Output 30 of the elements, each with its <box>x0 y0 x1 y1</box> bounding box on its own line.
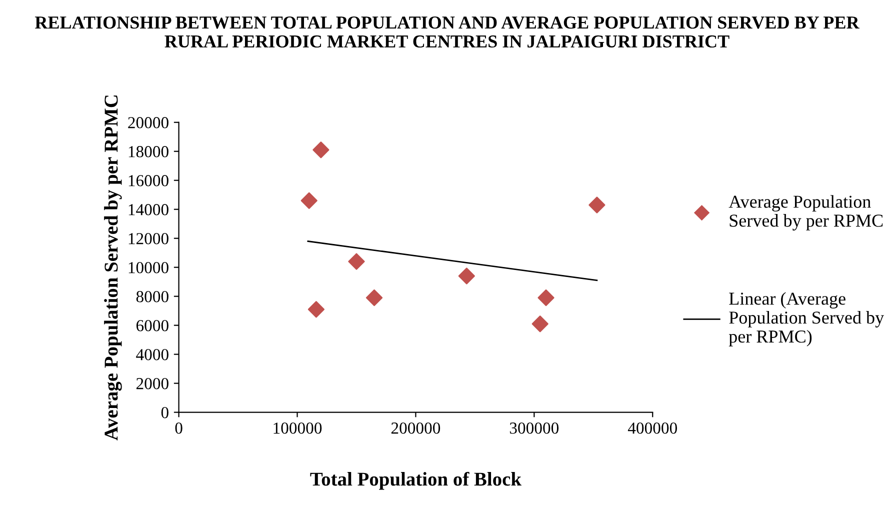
chart-title: RELATIONSHIP BETWEEN TOTAL POPULATION AND AVERAGE POPULATION SERVED BY PER RURAL PERIODIC MARKET CENTRES IN JALPAIGURI DISTRICT <box>34 16 860 48</box>
x-tick-label: 100000 <box>274 422 322 434</box>
point <box>458 268 475 284</box>
y-axis-title: Average Population Served by per RPMC <box>104 96 122 440</box>
point <box>588 196 606 214</box>
point <box>312 142 330 158</box>
x-tick-label: 200000 <box>391 422 440 434</box>
point <box>532 316 548 332</box>
y-tick-label: 14000 <box>128 204 168 216</box>
y-tick-label: 2000 <box>136 378 168 390</box>
legend-label: Linear (Average Population Served by per RPMC) <box>728 292 884 346</box>
x-axis-title: Total Population of Block <box>310 472 522 490</box>
y-tick-label: 0 <box>161 407 168 418</box>
y-tick-label: 8000 <box>136 291 168 302</box>
y-tick-label: 12000 <box>128 233 168 244</box>
point <box>308 301 325 318</box>
x-tick-label: 0 <box>175 422 182 434</box>
y-tick-label: 4000 <box>136 349 168 360</box>
x-tick-label: 400000 <box>628 422 677 434</box>
point <box>300 192 318 209</box>
y-tick-label: 20000 <box>128 117 168 128</box>
y-tick-label: 6000 <box>136 320 168 332</box>
legend-label: Average Population Served by per RPMC <box>728 195 883 230</box>
y-tick-label: 16000 <box>128 175 168 186</box>
x-tick-label: 300000 <box>510 422 559 434</box>
point <box>538 289 554 306</box>
point <box>348 253 365 270</box>
y-tick-label: 10000 <box>128 262 168 274</box>
y-tick-label: 18000 <box>128 146 168 158</box>
point <box>366 289 383 306</box>
